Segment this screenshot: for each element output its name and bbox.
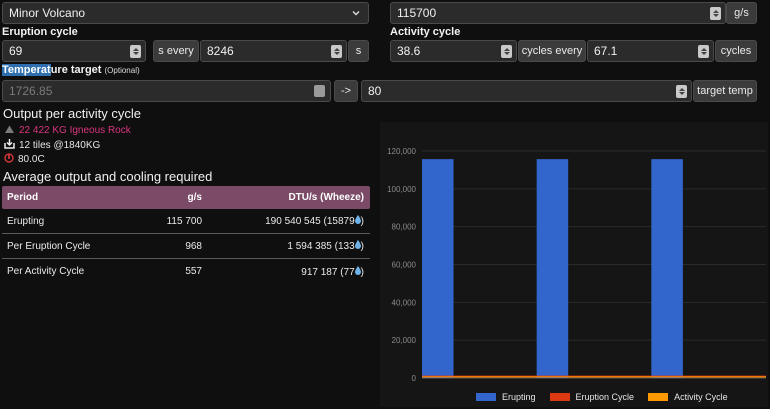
y-tick-label: 60,000 [392,261,417,270]
row-dtu-suffix: ) [360,216,364,227]
column-period: Period [7,192,39,203]
y-tick-label: 80,000 [392,223,417,232]
number-spinner-icon[interactable] [676,85,687,98]
legend-swatch-activity-cycle [648,393,669,401]
temperature-target-unit: target temp [693,80,757,102]
row-dtu-suffix: ) [360,241,364,252]
row-dtu-value: 190 540 545 (15879 [265,216,355,227]
geyser-select-value: Minor Volcano [9,6,86,20]
temperature-label-highlight: Temperat [2,64,51,76]
table-header: Period g/s DTU/s (Wheeze) [2,186,370,209]
row-dtu-value: 917 187 (77 [301,266,355,278]
eruption-s-every-label: s every [153,40,199,62]
bar-erupting [651,159,683,378]
activity-every-input[interactable]: 67.1 [587,40,714,62]
y-tick-label: 40,000 [392,298,417,307]
temperature-target-value: 80 [368,84,382,98]
column-dtu: DTU/s (Wheeze) [288,192,364,203]
temperature-text: 80.0C [18,153,45,165]
temperature-label-rest: ure target [50,64,102,76]
eruption-cycle-label: Eruption cycle [2,26,78,38]
column-gs: g/s [187,192,202,203]
legend-swatch-eruption-cycle [549,393,570,401]
output-line-temperature: 80.0C [4,152,45,166]
chart-svg: 0 20,000 40,000 60,000 80,000 100,000 120,000 [387,147,766,383]
row-period: Per Eruption Cycle [7,240,91,252]
y-tick-label: 20,000 [392,336,417,345]
output-line-tiles: 12 tiles @1840KG [4,138,100,152]
water-drop-icon [354,240,361,252]
number-spinner-icon[interactable] [501,45,512,58]
water-drop-icon [354,215,361,227]
y-tick-label: 120,000 [387,147,416,156]
temperature-target-input[interactable]: 80 [361,80,692,102]
row-dtu-value: 1 594 385 (133 [287,241,355,252]
eruption-every-value: 8246 [207,44,234,58]
row-dtu: 190 540 545 (15879) [202,215,370,227]
optional-label: (Optional) [104,66,140,75]
row-period: Per Activity Cycle [7,266,85,277]
activity-cycles-input[interactable]: 38.6 [390,40,517,62]
activity-every-value: 67.1 [594,44,618,58]
y-tick-label: 0 [412,374,417,383]
number-spinner-icon[interactable] [331,45,342,58]
legend-swatch-erupting [476,393,496,401]
number-spinner-icon[interactable] [698,45,709,58]
chart-legend: Erupting Eruption Cycle Activity Cycle [476,392,728,402]
bar-erupting [536,159,569,378]
y-tick-label: 100,000 [387,185,416,194]
temperature-target-label: Temperature target (Optional) [2,64,140,76]
legend-erupting[interactable]: Erupting [502,392,536,402]
table-row: Per Activity Cycle 557 917 187 (77) [2,259,370,284]
table-row: Erupting 115 700 190 540 545 (15879) [2,209,370,234]
geyser-output-unit: g/s [726,2,757,24]
disabled-spinner-icon [314,85,325,97]
temperature-arrow: -> [334,80,358,102]
row-dtu: 917 187 (77) [202,265,370,278]
temperature-from-placeholder: 1726.85 [9,84,53,98]
output-heading: Output per activity cycle [3,106,141,121]
eruption-seconds-value: 69 [9,44,23,58]
row-dtu: 1 594 385 (133) [202,240,370,252]
activity-cycles-value: 38.6 [397,44,421,58]
tiles-text: 12 tiles @1840KG [19,139,101,151]
eruption-every-input[interactable]: 8246 [200,40,347,62]
temperature-from-input[interactable]: 1726.85 [2,80,331,102]
row-period: Erupting [7,215,45,227]
thermometer-icon [4,152,14,166]
activity-cycles-every-label: cycles every [518,40,586,62]
number-spinner-icon[interactable] [130,45,141,58]
number-spinner-icon[interactable] [710,7,721,20]
row-gs: 115 700 [166,215,202,227]
geyser-output-input[interactable]: 115700 [390,2,726,24]
legend-eruption-cycle[interactable]: Eruption Cycle [575,392,635,402]
eruption-unit: s [348,40,369,62]
output-chart: 0 20,000 40,000 60,000 80,000 100,000 120,000 [380,122,768,407]
output-line-igneous: 22 422 KG Igneous Rock [4,124,131,137]
activity-unit: cycles [715,40,757,62]
igneous-rock-text: 22 422 KG Igneous Rock [19,125,131,136]
igneous-rock-icon [4,124,15,137]
cooling-heading: Average output and cooling required [3,169,213,184]
row-gs: 557 [185,266,202,277]
water-drop-icon [354,265,361,278]
cooling-table: Period g/s DTU/s (Wheeze) Erupting 115 7… [2,186,370,284]
activity-cycle-label: Activity cycle [390,26,461,38]
legend-activity-cycle[interactable]: Activity Cycle [674,392,728,402]
bar-erupting [422,159,454,378]
eruption-seconds-input[interactable]: 69 [2,40,146,62]
row-dtu-suffix: ) [360,266,364,278]
geyser-output-value: 115700 [397,6,437,20]
geyser-select[interactable]: Minor Volcano [2,2,369,24]
tiles-download-icon [4,138,15,152]
table-row: Per Eruption Cycle 968 1 594 385 (133) [2,234,370,259]
chevron-down-icon [350,7,362,19]
row-gs: 968 [185,240,202,252]
